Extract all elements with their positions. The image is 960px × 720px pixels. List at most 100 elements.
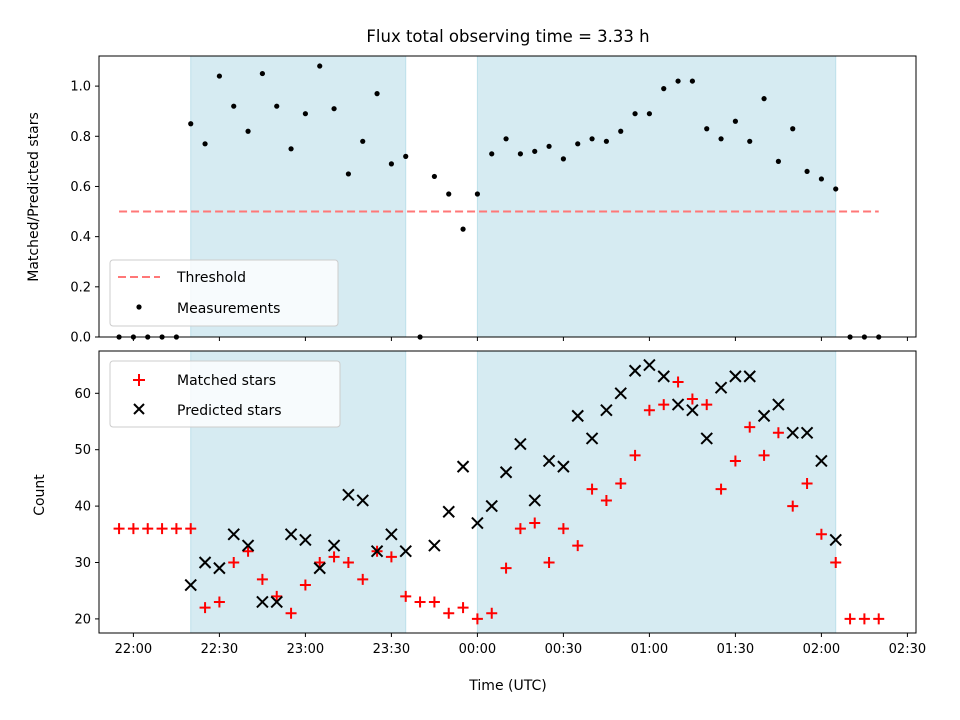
matched-stars-point	[801, 478, 813, 490]
predicted-stars-point	[299, 533, 312, 547]
predicted-stars-point	[213, 561, 226, 575]
predicted-stars-point	[743, 370, 756, 383]
measurements-point	[704, 126, 710, 132]
bottom-y-tick-label: 60	[74, 387, 91, 402]
x-tick-label: 22:00	[115, 642, 152, 657]
matched-stars-point	[672, 376, 684, 388]
predicted-stars-point	[686, 404, 699, 417]
matched-stars-point	[486, 607, 498, 619]
measurements-point	[431, 173, 437, 180]
predicted-stars-point	[528, 494, 541, 507]
x-tick-label: 02:30	[889, 642, 926, 657]
predicted-stars-point	[786, 426, 799, 439]
matched-stars-point	[228, 557, 240, 568]
matched-stars-point	[500, 562, 512, 574]
x-tick-label: 01:00	[631, 642, 668, 657]
predicted-stars-point	[270, 595, 283, 609]
matched-stars-point	[744, 421, 756, 433]
measurements-point	[202, 141, 208, 147]
x-axis-label: Time (UTC)	[468, 678, 546, 694]
matched-stars-point	[185, 523, 197, 535]
top-legend: Threshold Measurements	[109, 259, 339, 327]
predicted-stars-point	[542, 454, 556, 468]
measurements-point	[833, 186, 839, 192]
matched-stars-point	[557, 523, 569, 535]
matched-stars-point	[213, 596, 225, 608]
predicted-stars-point	[714, 381, 728, 394]
bottom-legend-frame	[109, 360, 341, 428]
matched-stars-point	[572, 540, 584, 552]
measurements-point	[317, 63, 323, 69]
measurements-point	[503, 136, 509, 142]
measurements-point	[274, 103, 280, 109]
matched-stars-point	[242, 545, 254, 557]
bottom-y-tick-label: 50	[74, 443, 91, 458]
predicted-stars-point	[671, 398, 685, 411]
matched-stars-point	[299, 579, 311, 591]
matched-stars-legend-label: Matched stars	[177, 373, 276, 389]
measurements-point	[589, 136, 595, 142]
top-shaded-interval	[476, 55, 837, 338]
predicted-stars-point	[370, 545, 384, 558]
predicted-stars-point	[800, 426, 814, 439]
measurements-point	[747, 138, 753, 144]
measurements-point	[489, 151, 495, 157]
predicted-stars-legend-label: Predicted stars	[177, 403, 282, 419]
measurements-legend-label: Measurements	[177, 301, 280, 317]
predicted-stars-point	[571, 409, 584, 423]
matched-stars-point	[873, 613, 885, 625]
matched-stars-point	[772, 427, 784, 439]
measurements-point	[517, 151, 524, 157]
predicted-stars-point	[399, 545, 412, 558]
measurements-point	[804, 168, 810, 175]
measurements-point	[661, 86, 667, 92]
predicted-stars-point	[499, 466, 513, 479]
predicted-stars-point	[772, 398, 785, 411]
matched-stars-point	[858, 613, 870, 625]
bottom-y-tick-label: 20	[74, 612, 91, 627]
measurements-point	[460, 226, 466, 232]
top-y-tick-label: 0.6	[70, 180, 91, 195]
bottom-shaded-interval	[476, 350, 837, 634]
predicted-stars-point	[585, 432, 599, 445]
predicted-stars-legend-swatch	[133, 403, 145, 415]
top-y-axis-label: Matched/Predicted stars	[26, 112, 42, 282]
matched-stars-legend-swatch	[133, 374, 145, 386]
matched-stars-point	[529, 517, 541, 529]
matched-stars-point	[443, 607, 455, 619]
matched-stars-point	[658, 399, 670, 411]
matched-stars-point	[428, 596, 440, 608]
measurements-point	[560, 156, 567, 162]
bottom-axes-frame	[98, 350, 917, 634]
threshold-legend-label: Threshold	[176, 270, 246, 286]
x-tick-label: 02:00	[803, 642, 840, 657]
predicted-stars-point	[643, 358, 656, 372]
predicted-stars-point	[227, 528, 240, 541]
measurements-point	[388, 161, 394, 167]
top-legend-frame	[109, 259, 339, 327]
x-tick-label: 00:00	[459, 642, 496, 657]
matched-stars-point	[156, 523, 168, 535]
matched-stars-point	[142, 523, 154, 535]
matched-stars-point	[586, 483, 598, 495]
predicted-stars-point	[456, 460, 470, 473]
matched-stars-point	[643, 404, 655, 416]
measurements-point	[302, 111, 308, 117]
measurements-point	[216, 73, 222, 79]
matched-stars-point	[127, 523, 139, 535]
matched-stars-point	[357, 573, 369, 585]
top-y-tick-label: 0.0	[70, 331, 91, 346]
x-tick-label: 00:30	[545, 642, 582, 657]
predicted-stars-point	[729, 370, 742, 383]
measurements-point	[403, 153, 409, 159]
matched-stars-point	[385, 551, 397, 563]
measurements-point	[790, 126, 796, 132]
matched-stars-point	[199, 602, 211, 614]
measurements-point	[761, 96, 767, 102]
predicted-stars-point	[600, 404, 613, 417]
predicted-stars-point	[757, 409, 771, 423]
matched-stars-point	[629, 449, 641, 461]
predicted-stars-point	[313, 561, 326, 575]
predicted-stars-point	[184, 578, 197, 592]
